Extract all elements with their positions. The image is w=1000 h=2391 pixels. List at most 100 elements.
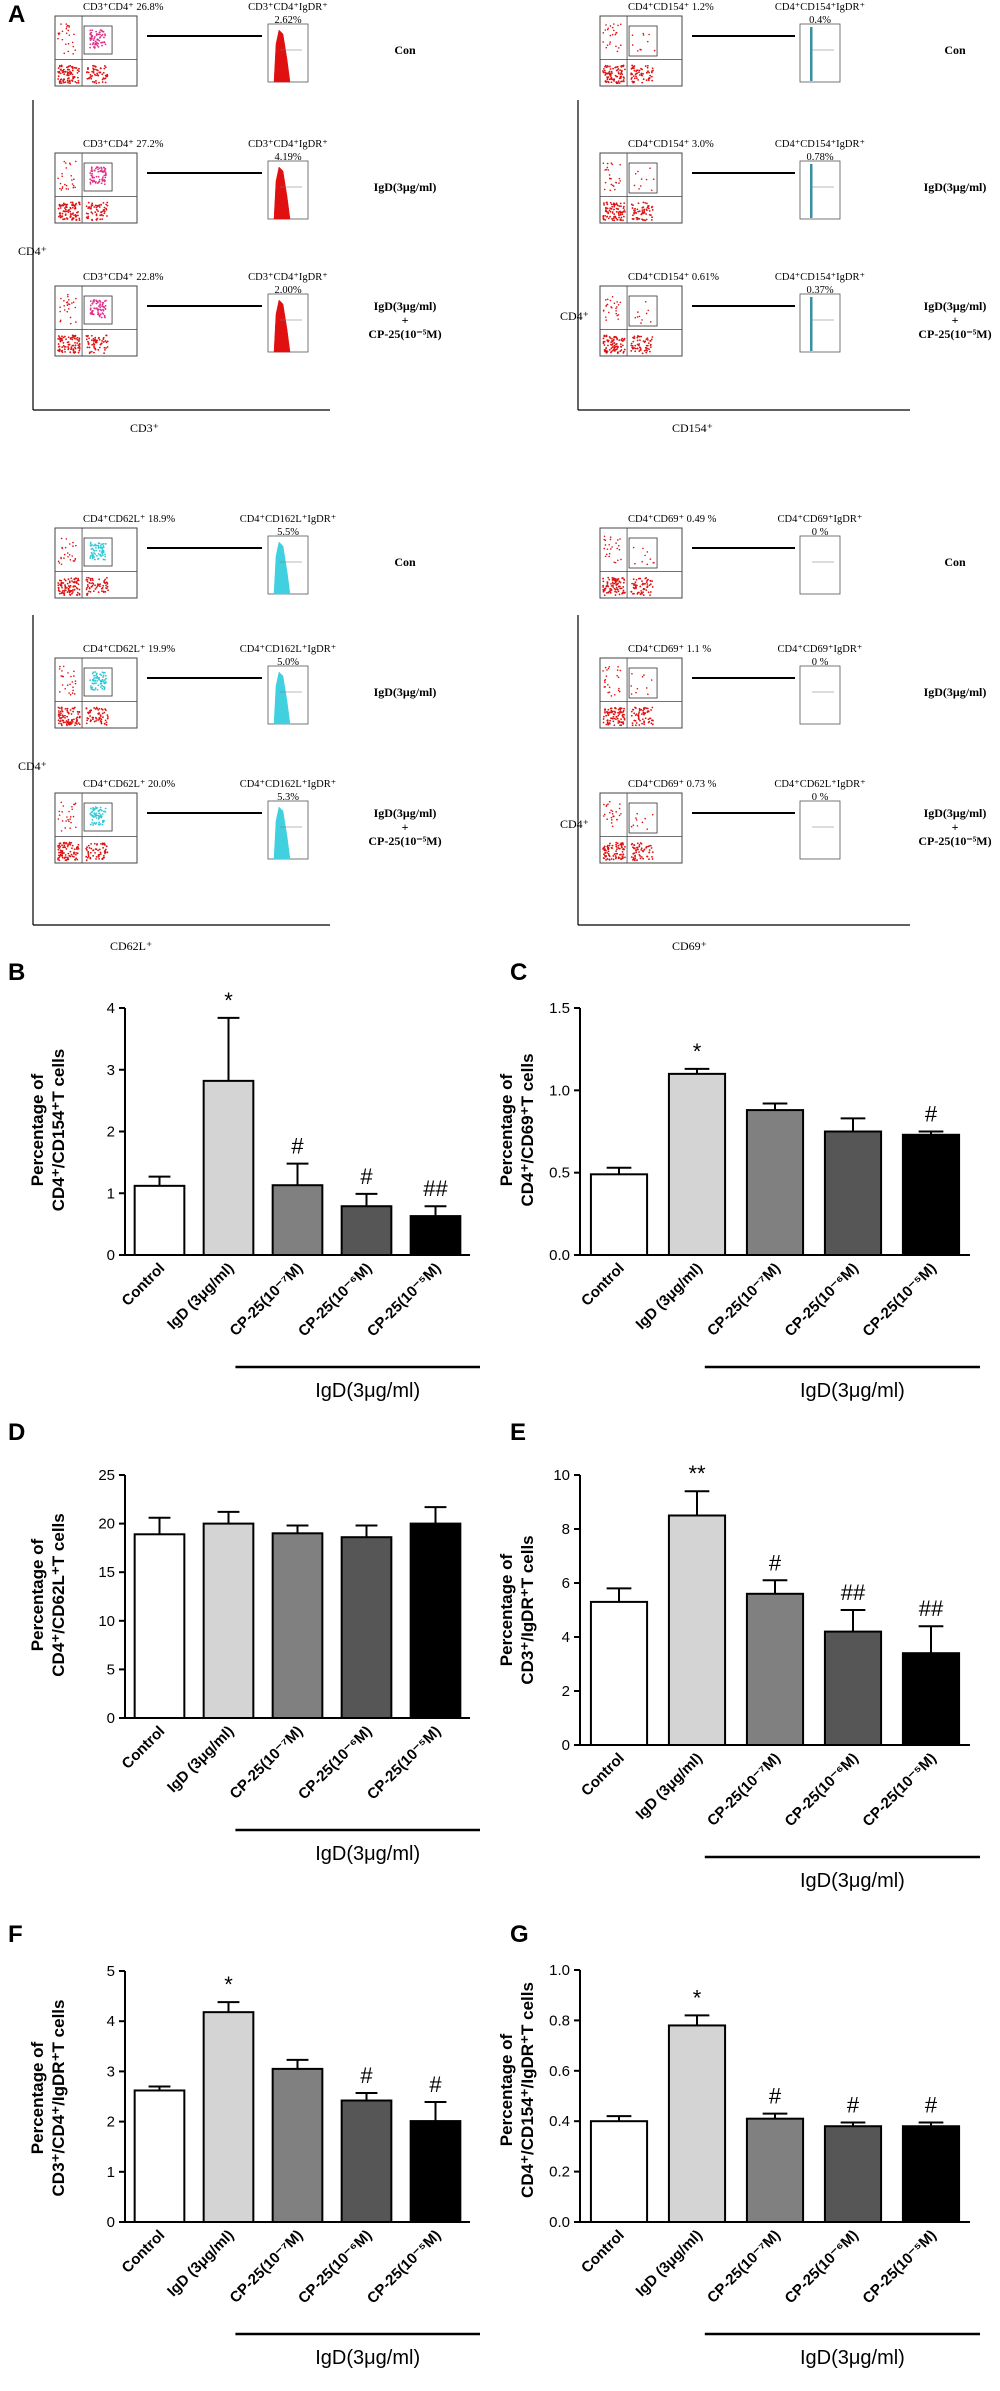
histogram-label: CD4⁺CD69⁺IgDR⁺ [778,514,863,525]
condition-label: + [402,313,409,327]
flow-row: CD4⁺CD62L⁺ 18.9% CD4⁺CD162L⁺IgDR⁺ 5.5% Con [54,514,416,599]
panel-letter: E [510,1419,526,1446]
y-tick-label: 4 [107,1000,115,1017]
y-axis-label-line: CD4⁺/CD154⁺/IgDR⁺T cells [518,1982,537,2198]
bar [589,1600,649,1747]
histogram-label: CD4⁺CD162L⁺IgDR⁺ [240,514,337,525]
scatter-percent-label: CD4⁺CD154⁺ 1.2% [628,2,714,13]
significance-marker: # [847,2092,860,2117]
y-tick-label: 5 [107,1963,115,1980]
y-tick-label: 3 [107,2063,115,2080]
bar [823,1630,883,1746]
significance-marker: # [429,2072,442,2097]
y-tick-label: 0.5 [549,1165,570,1182]
flow-y-axis-label: CD4⁺ [18,244,47,258]
group-bracket-label: IgD(3μg/ml) [800,1870,905,1892]
flow-y-axis-label: CD4⁺ [560,817,589,831]
group-bracket-label: IgD(3μg/ml) [800,2347,905,2369]
histogram-peak [273,806,291,860]
y-tick-label: 20 [98,1516,115,1533]
scatter-dots [57,293,109,355]
gate-box [628,537,658,569]
bar [202,2011,255,2223]
scatter-dots [602,296,654,355]
y-tick-label: 4 [107,2013,115,2030]
group-bracket-label: IgD(3μg/ml) [315,1380,420,1402]
scatter-dots [602,800,654,862]
histogram-percent: 0 % [812,527,829,538]
y-tick-label: 0 [107,2214,115,2231]
significance-marker: # [769,2084,782,2109]
bar [271,1532,324,1719]
histogram-percent: 0.78% [806,152,833,163]
group-bracket-label: IgD(3μg/ml) [315,1843,420,1865]
scatter-dots [602,535,655,597]
y-tick-label: 0.6 [549,2063,570,2080]
flow-row: CD4⁺CD154⁺ 3.0% CD4⁺CD154⁺IgDR⁺ 0.78% IgD(3… [599,139,987,224]
flow-row: CD3⁺CD4⁺ 26.8% CD3⁺CD4⁺IgDR⁺ 2.62% Con [54,2,416,87]
y-axis-label-line: CD4⁺/CD154⁺T cells [49,1049,68,1212]
histogram-percent: 2.62% [274,15,301,26]
scatter-dots [602,23,656,85]
histogram-label: CD4⁺CD62L⁺IgDR⁺ [774,779,866,790]
flow-group-cd62l: CD4⁺ CD62L⁺ CD4⁺CD62L⁺ 18.9% CD4⁺CD162L⁺IgD… [18,514,442,953]
bar [133,1184,186,1256]
y-tick-label: 15 [98,1564,115,1581]
scatter-percent-label: CD3⁺CD4⁺ 26.8% [83,2,164,13]
panel-letter: D [8,1419,25,1446]
y-axis-label: Percentage of CD4⁺/CD62L⁺T cells [28,1513,68,1676]
condition-label: IgD(3μg/ml) [924,685,987,699]
gate-box [628,802,658,834]
y-tick-label: 10 [553,1467,570,1484]
y-tick-label: 3 [107,1062,115,1079]
scatter-dots [602,162,655,222]
flow-row: CD4⁺CD69⁺ 0.49 % CD4⁺CD69⁺IgDR⁺ 0 % Con [599,514,966,599]
histogram-label: CD4⁺CD154⁺IgDR⁺ [775,2,866,13]
histogram-percent: 5.5% [277,527,299,538]
significance-marker: * [693,1039,702,1064]
gate-box [628,25,658,57]
scatter-percent-label: CD4⁺CD69⁺ 0.73 % [628,779,717,790]
histogram-percent: 5.3% [277,792,299,803]
y-tick-label: 25 [98,1467,115,1484]
flow-row: CD4⁺CD154⁺ 1.2% CD4⁺CD154⁺IgDR⁺ 0.4% Con [599,2,966,87]
flow-group-cd69: CD4⁺ CD69⁺ CD4⁺CD69⁺ 0.49 % CD4⁺CD69⁺IgDR⁺ 0… [560,514,992,953]
histogram-peak [810,297,813,351]
condition-label: + [402,820,409,834]
y-axis-label: Percentage of CD3⁺/IgDR⁺T cells [497,1535,537,1684]
histogram-label: CD3⁺CD4⁺IgDR⁺ [248,139,328,150]
bar [202,1522,255,1719]
histogram-label: CD4⁺CD162L⁺IgDR⁺ [240,779,337,790]
significance-marker: # [360,1164,373,1189]
histogram-peak [273,29,291,83]
panel-letter: F [8,1921,23,1948]
histogram-frame [799,293,841,353]
condition-label: IgD(3μg/ml) [374,299,437,313]
scatter-plot-frame [599,527,683,599]
histogram-peak [273,166,291,220]
y-axis-label-line: CD4⁺/CD62L⁺T cells [49,1513,68,1676]
condition-label: Con [394,555,416,569]
histogram-peak [810,164,813,218]
condition-label: Con [944,555,966,569]
flow-group-cd3: CD4⁺ CD3⁺ CD3⁺CD4⁺ 26.8% CD3⁺CD4⁺IgDR⁺ 2.62%… [18,2,442,435]
y-axis-label: Percentage of CD4⁺/CD154⁺/IgDR⁺T cells [497,1982,537,2198]
scatter-percent-label: CD3⁺CD4⁺ 22.8% [83,272,164,283]
y-axis-label: Percentage of CD4⁺/CD69⁺T cells [497,1053,537,1206]
gate-box [83,25,113,55]
y-axis-label: Percentage of CD4⁺/CD154⁺T cells [28,1049,68,1212]
significance-marker: ## [919,1596,944,1621]
gate-box [628,162,658,194]
y-tick-label: 0.4 [549,2113,570,2130]
bar-panel-f: F 0 1 2 3 4 5 Percentage of CD3⁺/CD4⁺/IgDR⁺T cel… [8,1921,480,2369]
flow-row: CD3⁺CD4⁺ 27.2% CD3⁺CD4⁺IgDR⁺ 4.19% IgD(3μg/… [54,139,436,224]
histogram-peak [273,541,291,595]
y-axis-label: Percentage of CD3⁺/CD4⁺/IgDR⁺T cells [28,2000,68,2197]
y-tick-label: 1 [107,1185,115,1202]
condition-label: IgD(3μg/ml) [924,180,987,194]
flow-group-cd154: CD4⁺ CD154⁺ CD4⁺CD154⁺ 1.2% CD4⁺CD154⁺IgDR⁺… [560,2,992,435]
gate-box [628,667,658,699]
y-tick-label: 1 [107,2164,115,2181]
y-tick-label: 10 [98,1613,115,1630]
bar [133,2089,186,2224]
